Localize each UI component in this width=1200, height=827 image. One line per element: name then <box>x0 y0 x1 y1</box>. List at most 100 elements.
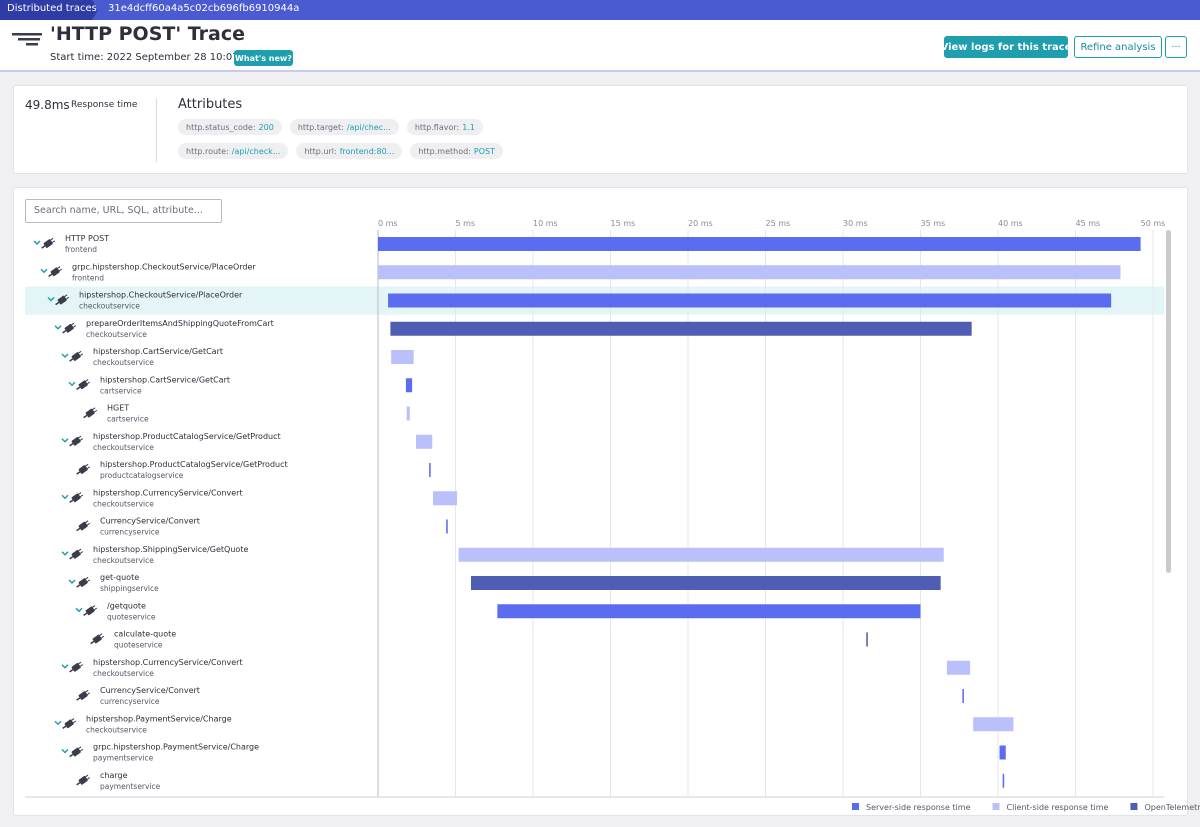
span-bar[interactable] <box>391 350 414 364</box>
span-service: currencyservice <box>100 528 160 537</box>
span-name[interactable]: get-quote <box>100 573 139 582</box>
attribute-chip[interactable]: http.method: POST <box>410 143 503 159</box>
span-icon-prong <box>80 494 84 498</box>
span-bar[interactable] <box>497 604 921 619</box>
span-bar[interactable] <box>433 491 458 506</box>
span-service: cartservice <box>107 415 149 424</box>
breadcrumb-root[interactable]: Distributed traces <box>7 3 97 14</box>
span-name[interactable]: hipstershop.CartService/GetCart <box>93 347 223 356</box>
span-bar[interactable] <box>973 717 1014 732</box>
attribute-list: http.status_code: 200 http.target:/api/che… <box>178 119 518 167</box>
span-icon-prong <box>80 748 84 752</box>
span-bar[interactable] <box>406 406 410 421</box>
expand-chevron[interactable] <box>61 664 69 669</box>
span-bar[interactable] <box>866 632 868 647</box>
span-name[interactable]: grpc.hipstershop.CheckoutService/PlaceOr… <box>72 262 256 271</box>
scrollbar-thumb[interactable] <box>1166 230 1171 573</box>
span-name[interactable]: grpc.hipstershop.PaymentService/Charge <box>93 743 259 752</box>
span-icon <box>83 407 98 419</box>
span-service: quoteservice <box>107 612 156 621</box>
span-icon-prong <box>73 325 77 328</box>
span-icon <box>69 350 84 362</box>
span-icon-body <box>64 719 74 729</box>
span-bar[interactable] <box>415 434 433 449</box>
expand-chevron[interactable] <box>47 296 55 302</box>
attribute-chip[interactable]: http.route:/api/check... <box>178 143 289 159</box>
span-bar[interactable] <box>405 378 413 393</box>
span-icon-body <box>71 549 81 559</box>
view-logs-button[interactable]: View logs for this trace <box>941 36 1071 58</box>
attribute-chip[interactable]: http.status_code: 200 <box>178 119 282 135</box>
legend-swatch <box>1130 803 1138 810</box>
span-icon <box>76 379 91 391</box>
span-bar[interactable] <box>946 660 971 675</box>
span-name[interactable]: hipstershop.CheckoutService/PlaceOrder <box>79 291 243 300</box>
span-icon-prong <box>71 322 75 326</box>
span-icon-prong <box>87 777 91 780</box>
span-name[interactable]: hipstershop.CartService/GetCart <box>100 375 230 384</box>
span-name[interactable]: CurrencyService/Convert <box>100 517 200 526</box>
span-icon-body <box>78 521 88 531</box>
span-icon-prong <box>57 266 61 269</box>
span-icon-prong <box>85 463 89 467</box>
more-button[interactable]: ··· <box>1165 36 1187 58</box>
expand-chevron[interactable] <box>40 268 48 274</box>
span-name[interactable]: hipstershop.CurrencyService/Convert <box>93 488 243 497</box>
response-time: 49.8ms <box>25 98 70 112</box>
span-bar[interactable] <box>999 745 1006 760</box>
whats-new-button[interactable]: What's new? <box>234 50 293 66</box>
span-icon-prong <box>87 381 91 385</box>
expand-chevron[interactable] <box>33 240 41 246</box>
breadcrumb-root-bg[interactable] <box>0 0 98 20</box>
span-bar[interactable] <box>429 463 431 477</box>
attribute-value: 200 <box>258 122 274 132</box>
span-name[interactable]: hipstershop.ProductCatalogService/GetPro… <box>93 432 281 441</box>
span-icon-prong <box>92 407 96 410</box>
expand-chevron[interactable] <box>61 353 69 359</box>
expand-chevron[interactable] <box>75 607 83 613</box>
span-bar[interactable] <box>446 519 448 534</box>
span-name[interactable]: calculate-quote <box>114 630 176 639</box>
span-name[interactable]: prepareOrderItemsAndShippingQuoteFromCar… <box>86 319 274 328</box>
span-bar[interactable] <box>378 265 1121 280</box>
span-icon-body <box>57 295 67 305</box>
expand-chevron[interactable] <box>61 748 69 754</box>
span-bar[interactable] <box>388 293 1112 308</box>
expand-chevron[interactable] <box>61 551 69 556</box>
span-icon-prong <box>87 579 91 582</box>
attribute-chip[interactable]: http.target:/api/chec... <box>289 119 399 135</box>
span-bar[interactable] <box>471 576 941 590</box>
expand-chevron[interactable] <box>54 720 62 726</box>
span-name[interactable]: /getquote <box>107 601 146 610</box>
span-name[interactable]: hipstershop.PaymentService/Charge <box>86 714 232 723</box>
summary-card: 49.8ms Response time Attributes http.sta… <box>13 85 1188 174</box>
span-service: checkoutservice <box>93 358 154 367</box>
span-icon-body <box>71 662 81 672</box>
refine-button[interactable]: Refine analysis <box>1074 36 1162 58</box>
span-bar[interactable] <box>390 321 972 336</box>
expand-chevron[interactable] <box>61 438 69 443</box>
expand-chevron[interactable] <box>68 579 76 585</box>
span-bar[interactable] <box>378 237 1141 251</box>
span-name[interactable]: hipstershop.ShippingService/GetQuote <box>93 545 248 554</box>
expand-chevron[interactable] <box>68 381 76 387</box>
span-bar[interactable] <box>1002 773 1005 788</box>
span-icon-tail <box>76 386 81 391</box>
span-name[interactable]: charge <box>100 771 128 780</box>
span-name[interactable]: HGET <box>107 404 129 413</box>
span-bar[interactable] <box>962 689 964 703</box>
span-name[interactable]: CurrencyService/Convert <box>100 686 200 695</box>
attribute-chip[interactable]: http.url: frontend:80... <box>296 143 403 159</box>
span-name[interactable]: hipstershop.ProductCatalogService/GetPro… <box>100 460 288 469</box>
span-bar[interactable] <box>458 547 944 562</box>
span-name[interactable]: HTTP POST <box>65 234 109 243</box>
expand-chevron[interactable] <box>54 325 62 330</box>
attribute-value: frontend:80... <box>339 146 395 156</box>
search-input[interactable]: Search name, URL, SQL, attribute... <box>25 199 222 223</box>
span-name[interactable]: hipstershop.CurrencyService/Convert <box>93 658 243 667</box>
attribute-row: http.route:/api/check... http.url: fronten… <box>178 143 518 159</box>
attribute-chip[interactable]: http.flavor: 1.1 <box>406 119 483 135</box>
expand-chevron[interactable] <box>61 494 69 500</box>
span-icon-tail <box>83 612 88 617</box>
span-icon <box>62 718 77 730</box>
